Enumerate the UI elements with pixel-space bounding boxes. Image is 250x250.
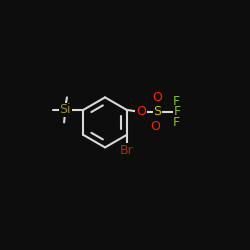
Text: O: O xyxy=(136,105,146,118)
Text: S: S xyxy=(154,105,162,118)
Text: F: F xyxy=(173,116,180,129)
Text: O: O xyxy=(152,91,162,104)
Text: F: F xyxy=(174,105,181,118)
Text: Si: Si xyxy=(59,104,71,117)
Text: F: F xyxy=(173,95,180,108)
Text: O: O xyxy=(151,120,160,133)
Text: Br: Br xyxy=(120,144,134,157)
